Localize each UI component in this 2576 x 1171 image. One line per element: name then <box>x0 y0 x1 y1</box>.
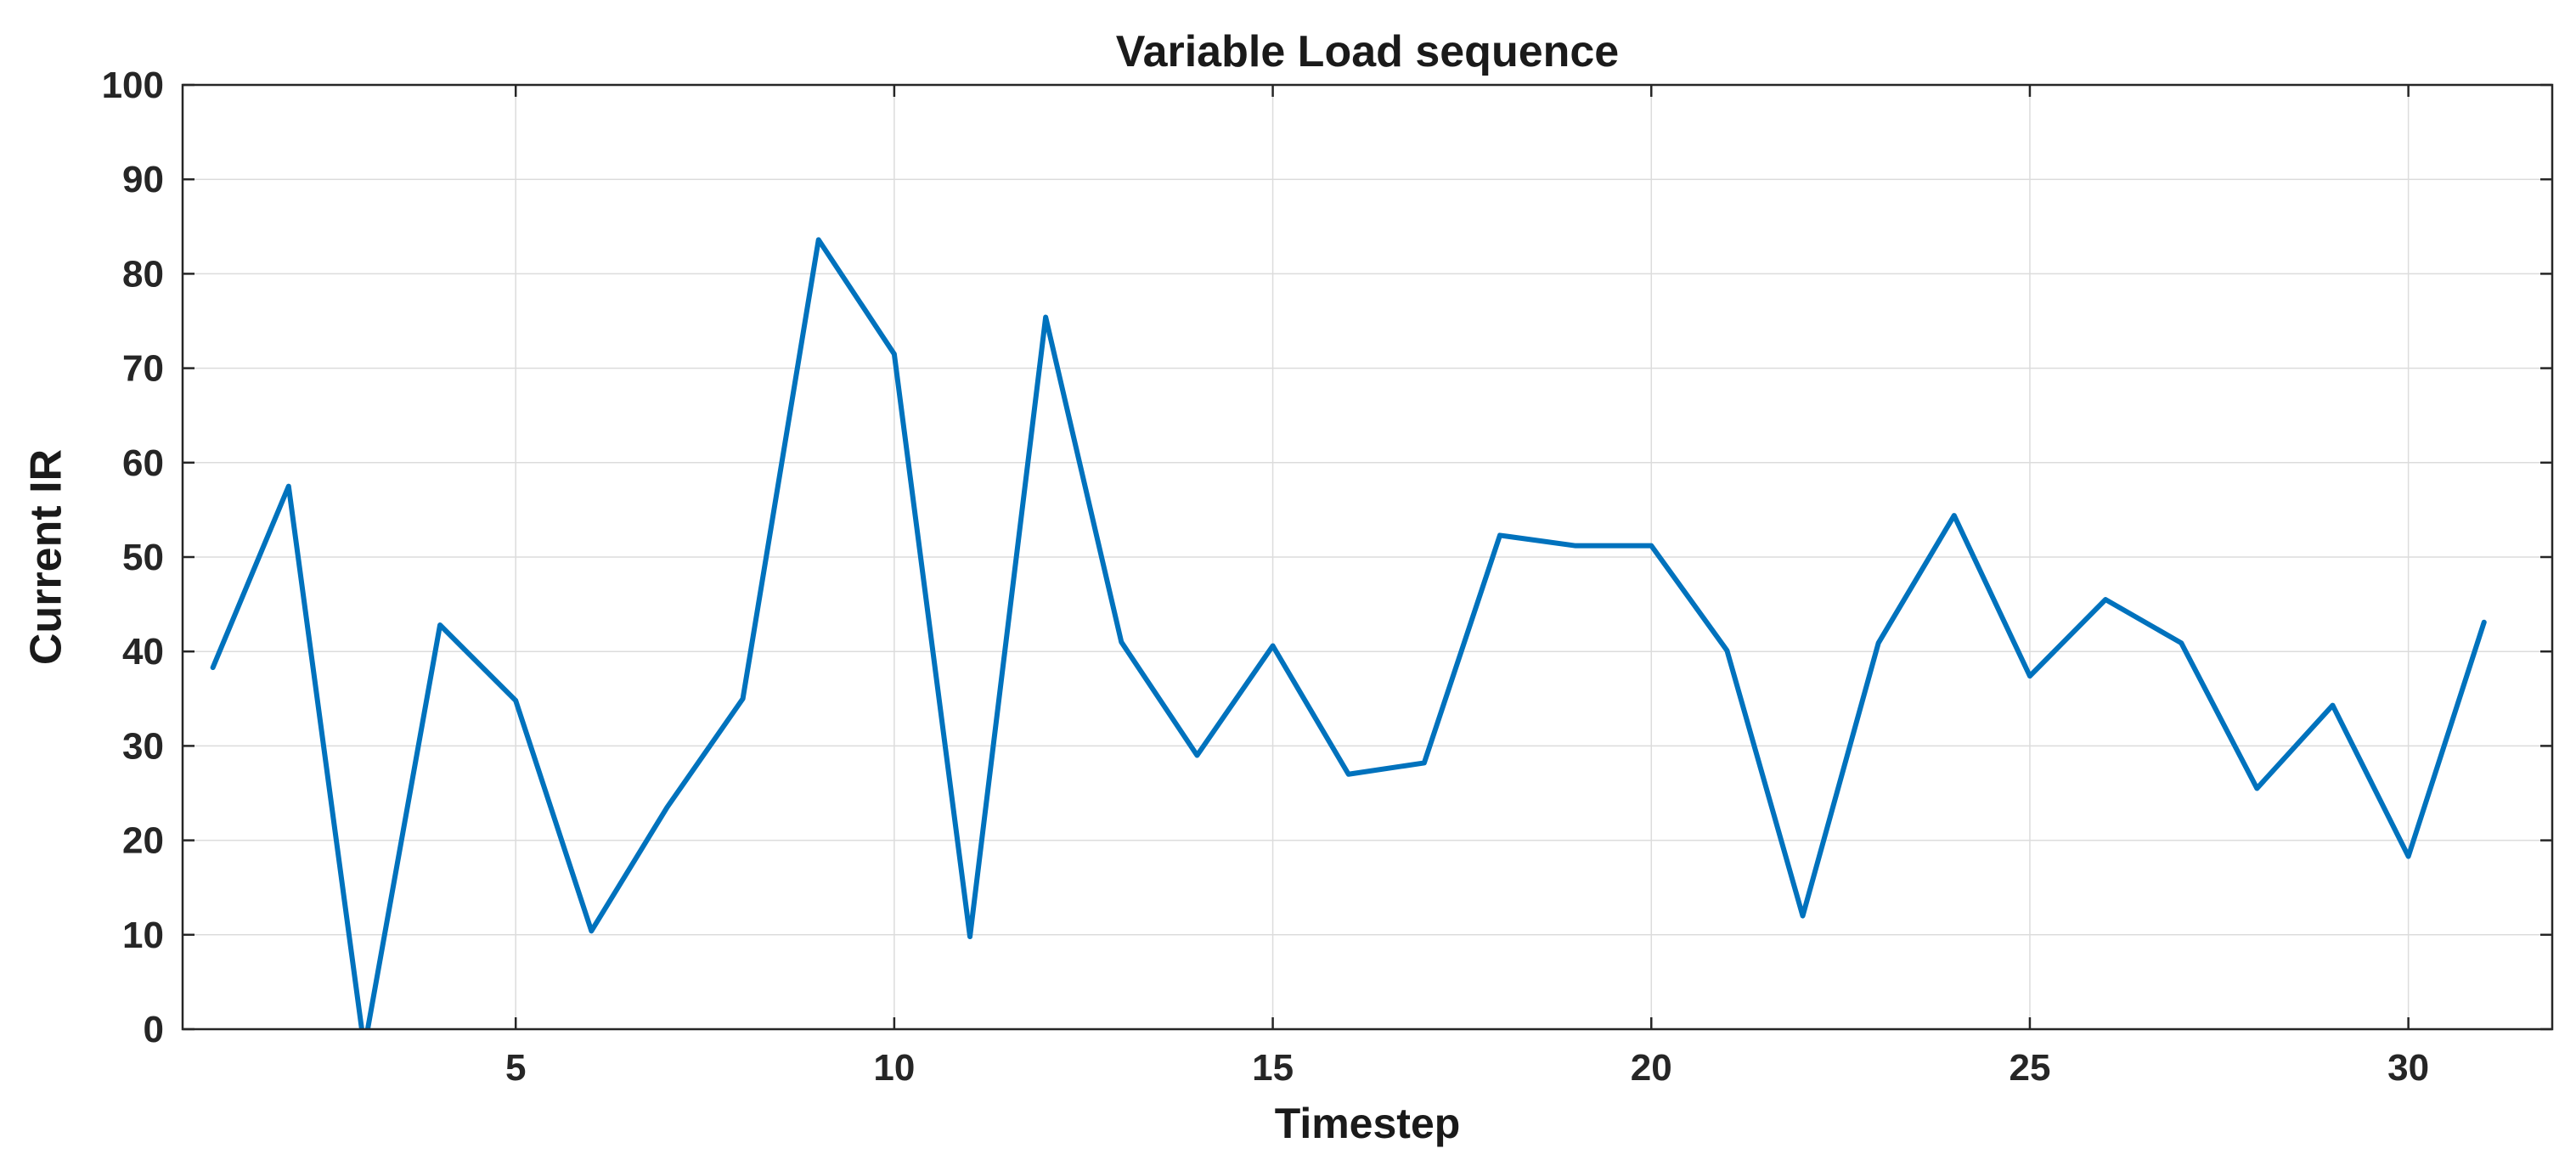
x-tick-label: 10 <box>873 1047 915 1089</box>
y-tick-label: 30 <box>122 725 164 767</box>
chart-title: Variable Load sequence <box>1116 27 1619 76</box>
x-tick-label: 20 <box>1631 1047 1672 1089</box>
y-tick-label: 100 <box>102 65 164 106</box>
y-tick-label: 40 <box>122 631 164 673</box>
y-tick-label: 50 <box>122 537 164 578</box>
x-tick-labels: 5 10 15 20 25 30 <box>505 1047 2429 1089</box>
tick-marks <box>183 83 2552 1031</box>
x-tick-label: 15 <box>1252 1047 1294 1089</box>
series-layer <box>210 237 2487 1029</box>
y-tick-label: 90 <box>122 159 164 200</box>
x-tick-label: 5 <box>505 1047 526 1089</box>
y-tick-label: 60 <box>122 442 164 484</box>
y-tick-label: 10 <box>122 915 164 956</box>
x-tick-label: 30 <box>2387 1047 2429 1089</box>
y-axis-label: Current IR <box>22 449 71 665</box>
y-tick-label: 70 <box>122 348 164 390</box>
y-tick-label: 80 <box>122 253 164 295</box>
grid-lines <box>183 85 2552 1029</box>
y-tick-label: 20 <box>122 820 164 862</box>
y-tick-labels: 0 10 20 30 40 50 60 70 80 90 100 <box>102 65 164 1050</box>
x-tick-label: 25 <box>2009 1047 2050 1089</box>
y-tick-label: 0 <box>144 1009 164 1050</box>
x-axis-label: Timestep <box>1275 1100 1461 1147</box>
series-line-1 <box>210 237 2487 1029</box>
